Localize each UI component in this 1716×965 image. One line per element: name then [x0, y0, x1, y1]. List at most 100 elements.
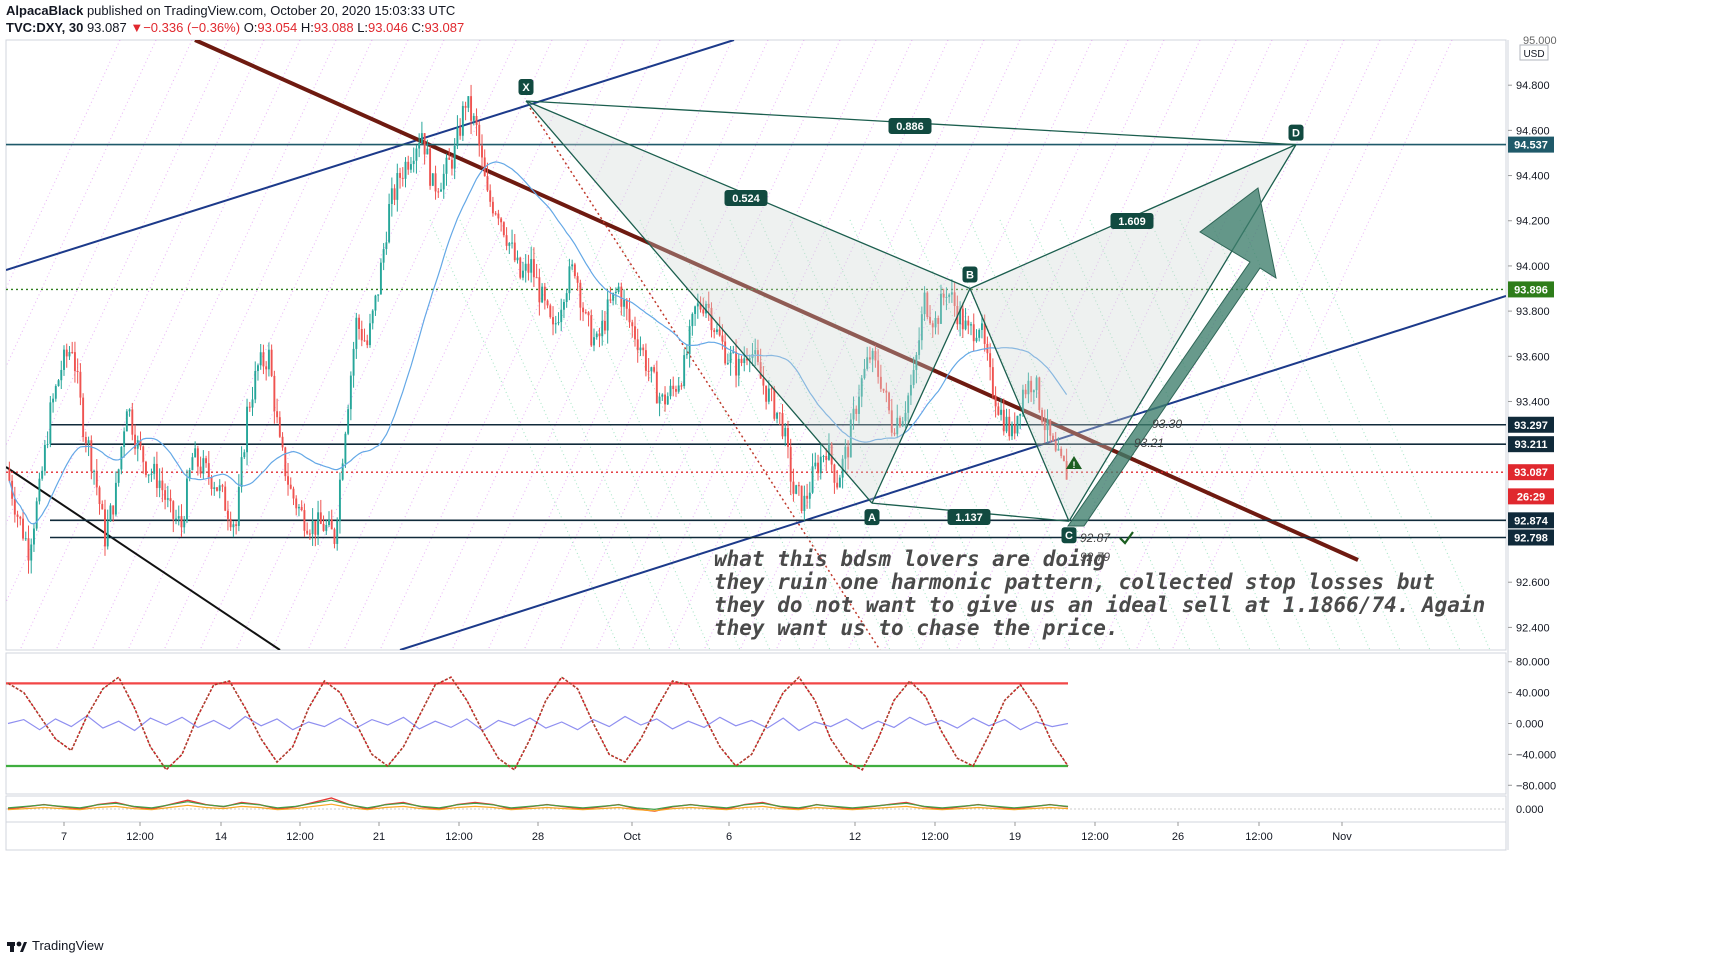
main-pane-border [5, 39, 1507, 651]
candle-body [262, 352, 265, 367]
price-label-box [1508, 512, 1554, 529]
candle-body [106, 521, 109, 547]
candle-body [125, 411, 128, 432]
open-value: 93.054 [257, 20, 298, 35]
author-name[interactable]: AlpacaBlack [6, 3, 84, 18]
symbol-info: TVC:DXY, 30 93.087 ▼−0.336 (−0.36%) O:93… [6, 20, 464, 35]
pattern-fill-xab [526, 101, 970, 504]
y-tick-label: 92.600 [1516, 577, 1550, 589]
candle-body [429, 148, 432, 186]
level-annotation: 93.30 [1152, 417, 1182, 431]
candle-body [1062, 456, 1065, 462]
candle-body [289, 484, 292, 489]
candle-body [1052, 435, 1054, 441]
price-label: 26:29 [1517, 491, 1545, 503]
close-value: 93.087 [424, 20, 465, 35]
x-tick-label: 12:00 [126, 831, 154, 843]
pattern-point-label: A [868, 512, 876, 524]
candle-body [199, 466, 202, 474]
fan-line [91, 40, 373, 650]
candle-body [393, 188, 396, 200]
candle-body [139, 440, 142, 447]
candle-body [1002, 409, 1005, 432]
lower-channel-line [399, 295, 1506, 650]
candle-body [1024, 389, 1027, 395]
candle-body [202, 458, 205, 474]
candle-body [787, 428, 789, 447]
candle-body [620, 286, 623, 307]
high-value: 93.088 [313, 20, 354, 35]
candle-body [808, 492, 811, 499]
candle-body [664, 394, 666, 405]
candle-body [950, 292, 953, 295]
candle-body [669, 385, 672, 397]
candle-body [573, 264, 576, 277]
candle-body [912, 369, 915, 385]
candle-body [434, 173, 437, 192]
candle-body [226, 510, 229, 519]
candle-body [1035, 377, 1038, 391]
candle-body [562, 301, 565, 310]
candle-body [338, 479, 341, 521]
candle-body [623, 299, 626, 307]
symbol-label[interactable]: TVC:DXY, 30 [6, 20, 84, 35]
candle-body [229, 518, 232, 528]
candle-body [595, 333, 598, 338]
annotation-text-line: they want us to chase the price. [714, 616, 1119, 640]
candle-body [32, 528, 35, 545]
candle-body [582, 307, 585, 313]
price-change: −0.336 (−0.36%) [143, 20, 241, 35]
candle-body [65, 349, 68, 357]
x-tick-label: 12:00 [445, 831, 473, 843]
candle-body [145, 461, 147, 475]
footer-brand[interactable]: TradingView [6, 938, 104, 953]
candle-body [76, 370, 79, 372]
candle-body [224, 486, 227, 511]
candle-body [773, 388, 776, 419]
candle-body [360, 329, 363, 341]
x-tick-label: 12 [849, 831, 861, 843]
candle-body [789, 446, 792, 482]
candle-body [658, 396, 661, 404]
candle-body [317, 512, 320, 535]
projection-arrow [1067, 187, 1277, 527]
candle-body [486, 176, 489, 191]
candle-body [216, 487, 218, 491]
level-annotation: 92.79 [1080, 550, 1110, 564]
candle-body [90, 440, 93, 472]
candle-body [1005, 416, 1008, 432]
pattern-ratio-label-box [724, 190, 768, 206]
candle-body [196, 448, 199, 467]
candle-body [131, 409, 134, 435]
candle-body [819, 456, 822, 474]
candle-body [153, 463, 156, 474]
level-annotation: 92.87 [1080, 531, 1111, 545]
candle-body [164, 490, 167, 500]
candle-body [300, 506, 303, 511]
candle-body [49, 402, 52, 444]
candle-body [527, 263, 530, 273]
price-label: 93.896 [1514, 284, 1548, 296]
annotation-text-line: they do not want to give us an ideal sel… [714, 593, 1485, 617]
fan-line [519, 219, 711, 650]
y-tick-label: 94.800 [1516, 80, 1550, 92]
candle-body [677, 385, 680, 392]
candle-body [311, 521, 314, 535]
candle-body [314, 521, 317, 535]
candle-body [890, 410, 893, 433]
candle-body [60, 369, 63, 381]
price-label: 92.874 [1514, 515, 1549, 527]
pattern-point-label-box [1061, 527, 1077, 544]
candle-body [628, 308, 631, 323]
candle-body [806, 495, 809, 499]
y-tick-label: 94.400 [1516, 171, 1550, 183]
price-label: 93.211 [1514, 439, 1547, 451]
candle-body [396, 173, 399, 200]
candle-body [221, 485, 224, 487]
candle-body [601, 320, 604, 337]
candle-body [385, 242, 388, 250]
candle-body [491, 201, 494, 214]
x-tick-label: 7 [61, 831, 67, 843]
x-tick-label: 12:00 [921, 831, 949, 843]
